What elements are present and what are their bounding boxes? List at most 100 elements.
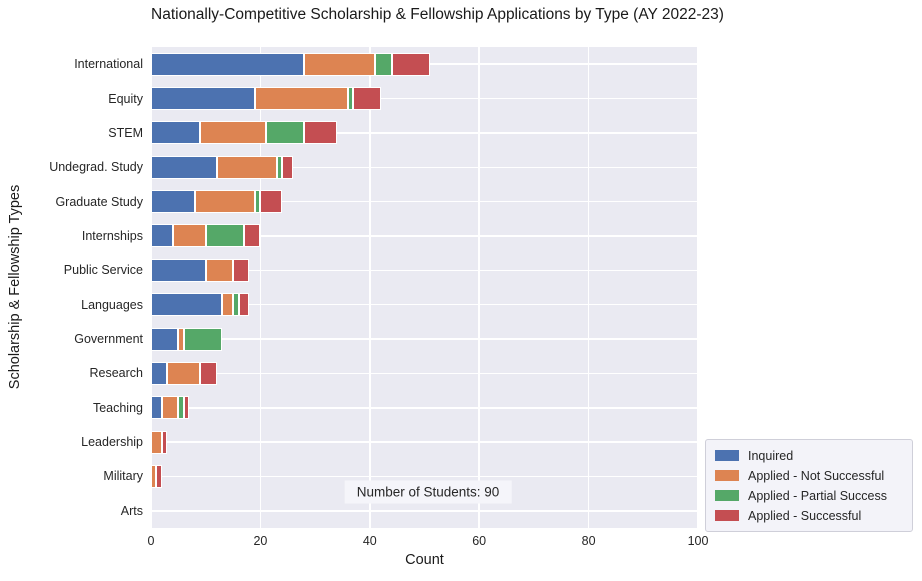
bar-segment-research-applied-not-successful xyxy=(167,361,201,385)
gridline-horizontal xyxy=(151,269,698,272)
gridline-vertical xyxy=(259,47,262,528)
x-axis-title: Count xyxy=(405,552,444,568)
legend-label: Inquired xyxy=(748,448,794,463)
gridline-horizontal xyxy=(151,475,698,478)
bar-segment-military-applied-successful xyxy=(156,464,162,488)
y-tick-label-undegrad-study: Undegrad. Study xyxy=(49,160,143,175)
gridline-vertical xyxy=(369,47,371,528)
x-tick-label-40: 40 xyxy=(362,534,377,548)
bar-segment-government-applied-not-successful xyxy=(178,327,184,351)
bar-segment-international-applied-successful xyxy=(391,52,430,76)
x-tick-label-100: 100 xyxy=(687,534,709,548)
y-tick-label-languages: Languages xyxy=(81,297,143,312)
bar-segment-internships-inquired xyxy=(151,224,173,248)
legend-label: Applied - Successful xyxy=(748,508,862,523)
legend-swatch-icon xyxy=(715,490,739,501)
gridline-horizontal xyxy=(151,372,698,375)
y-tick-label-international: International xyxy=(74,57,143,72)
bar-segment-research-applied-successful xyxy=(200,361,217,385)
y-tick-label-research: Research xyxy=(89,366,144,381)
gridline-horizontal xyxy=(151,441,698,443)
legend-item-applied-partial-success: Applied - Partial Success xyxy=(715,487,903,504)
bar-segment-undegrad-study-applied-successful xyxy=(282,155,294,179)
legend-swatch-icon xyxy=(715,450,739,461)
gridline-vertical xyxy=(587,47,590,528)
y-tick-label-stem: STEM xyxy=(108,125,143,140)
bar-segment-internships-applied-partial-success xyxy=(205,224,244,248)
bar-segment-international-applied-not-successful xyxy=(304,52,376,76)
gridline-horizontal xyxy=(151,338,698,340)
x-tick-labels: 0 20 40 60 80 100 xyxy=(147,534,709,550)
chart-title: Nationally-Competitive Scholarship & Fel… xyxy=(151,6,724,23)
bar-segment-government-applied-partial-success xyxy=(183,327,223,351)
gridline-horizontal xyxy=(151,407,698,409)
gridline-horizontal xyxy=(151,510,698,512)
bar-segment-languages-applied-not-successful xyxy=(222,293,234,317)
bar-segment-leadership-applied-not-successful xyxy=(151,430,162,454)
gridline-horizontal xyxy=(151,166,698,168)
bar-segment-international-inquired xyxy=(151,52,305,76)
plot-area xyxy=(150,47,699,528)
bar-segment-graduate-study-applied-not-successful xyxy=(194,190,255,214)
y-tick-label-graduate-study: Graduate Study xyxy=(55,194,143,209)
gridline-horizontal xyxy=(151,97,698,100)
bar-segment-graduate-study-applied-successful xyxy=(260,190,283,214)
bar-segment-international-applied-partial-success xyxy=(375,52,392,76)
x-tick-label-60: 60 xyxy=(472,534,487,548)
legend-swatch-icon xyxy=(715,510,739,521)
legend-label: Applied - Partial Success xyxy=(748,488,887,503)
bar-segment-equity-applied-successful xyxy=(353,87,381,111)
gridline-horizontal xyxy=(151,132,698,134)
y-tick-label-internships: Internships xyxy=(81,228,143,243)
bar-segment-public-service-inquired xyxy=(151,258,206,282)
x-tick-label-80: 80 xyxy=(581,534,596,548)
y-tick-label-teaching: Teaching xyxy=(92,400,143,415)
bar-segment-graduate-study-inquired xyxy=(151,190,195,214)
bar-segment-stem-applied-not-successful xyxy=(200,121,266,145)
y-tick-label-government: Government xyxy=(74,332,143,347)
bar-segment-stem-applied-successful xyxy=(304,121,337,145)
y-tick-label-equity: Equity xyxy=(108,91,143,106)
bar-segment-undegrad-study-applied-not-successful xyxy=(216,155,277,179)
y-tick-label-public-service: Public Service xyxy=(63,263,143,278)
y-tick-label-arts: Arts xyxy=(120,503,143,518)
bar-segment-languages-inquired xyxy=(151,293,223,317)
bar-segment-leadership-applied-successful xyxy=(161,430,168,454)
bar-segment-teaching-inquired xyxy=(151,396,162,420)
legend-item-applied-successful: Applied - Successful xyxy=(715,507,903,524)
bar-segment-undegrad-study-inquired xyxy=(151,155,217,179)
bar-segment-teaching-applied-successful xyxy=(183,396,190,420)
gridline-vertical xyxy=(478,47,480,528)
gridline-vertical xyxy=(697,47,699,528)
bar-segment-teaching-applied-not-successful xyxy=(161,396,179,420)
annotation-students-count: Number of Students: 90 xyxy=(344,480,512,504)
bar-segment-internships-applied-successful xyxy=(243,224,261,248)
bar-segment-languages-applied-successful xyxy=(238,293,250,317)
bar-segment-undegrad-study-applied-partial-success xyxy=(276,155,283,179)
legend-item-applied-not-successful: Applied - Not Successful xyxy=(715,467,903,484)
bar-segment-internships-applied-not-successful xyxy=(172,224,206,248)
bar-segment-research-inquired xyxy=(151,361,168,385)
bar-segment-equity-applied-not-successful xyxy=(254,87,348,111)
x-tick-label-20: 20 xyxy=(253,534,268,548)
bar-segment-stem-applied-partial-success xyxy=(265,121,305,145)
bar-segment-languages-applied-partial-success xyxy=(233,293,239,317)
bar-segment-military-applied-not-successful xyxy=(151,464,157,488)
bar-segment-equity-applied-partial-success xyxy=(347,87,354,111)
gridline-horizontal xyxy=(151,200,698,203)
gridline-horizontal xyxy=(151,235,698,237)
y-tick-labels: International Equity STEM Undegrad. Study Gr… xyxy=(0,47,143,528)
bar-segment-stem-inquired xyxy=(151,121,201,145)
x-tick-label-0: 0 xyxy=(147,534,155,548)
legend: Inquired Applied - Not Successful Applied … xyxy=(705,439,913,532)
legend-label: Applied - Not Successful xyxy=(748,468,885,483)
bar-segment-public-service-applied-not-successful xyxy=(205,258,234,282)
bar-segment-equity-inquired xyxy=(151,87,255,111)
bar-segment-graduate-study-applied-partial-success xyxy=(254,190,261,214)
bar-segment-public-service-applied-successful xyxy=(233,258,250,282)
y-tick-label-military: Military xyxy=(103,469,143,484)
gridline-horizontal xyxy=(151,303,698,306)
legend-item-inquired: Inquired xyxy=(715,447,903,464)
legend-swatch-icon xyxy=(715,470,739,481)
